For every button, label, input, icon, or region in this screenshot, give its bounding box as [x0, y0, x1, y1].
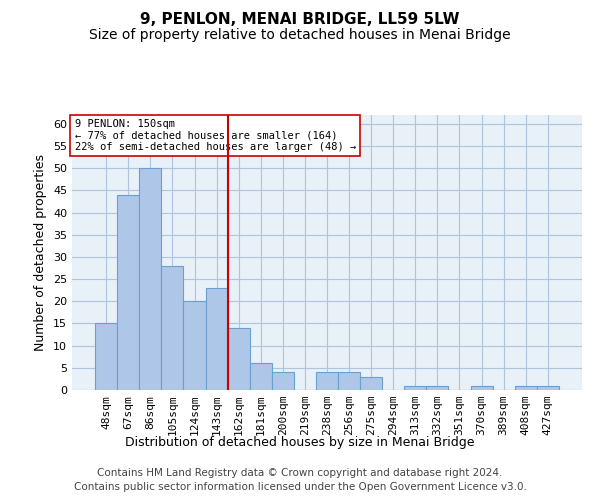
Bar — [184, 302, 206, 390]
Text: Distribution of detached houses by size in Menai Bridge: Distribution of detached houses by size … — [125, 436, 475, 449]
Bar — [139, 168, 161, 390]
Text: 9, PENLON, MENAI BRIDGE, LL59 5LW: 9, PENLON, MENAI BRIDGE, LL59 5LW — [140, 12, 460, 28]
Bar — [161, 266, 184, 390]
Bar — [470, 386, 493, 390]
Bar — [360, 376, 382, 390]
Bar — [206, 288, 227, 390]
Bar — [515, 386, 537, 390]
Bar — [250, 364, 272, 390]
Bar — [316, 372, 338, 390]
Text: Size of property relative to detached houses in Menai Bridge: Size of property relative to detached ho… — [89, 28, 511, 42]
Text: 9 PENLON: 150sqm
← 77% of detached houses are smaller (164)
22% of semi-detached: 9 PENLON: 150sqm ← 77% of detached house… — [74, 119, 356, 152]
Bar — [117, 195, 139, 390]
Bar — [338, 372, 360, 390]
Bar — [537, 386, 559, 390]
Bar — [95, 324, 117, 390]
Text: Contains public sector information licensed under the Open Government Licence v3: Contains public sector information licen… — [74, 482, 526, 492]
Bar — [227, 328, 250, 390]
Bar — [272, 372, 294, 390]
Text: Contains HM Land Registry data © Crown copyright and database right 2024.: Contains HM Land Registry data © Crown c… — [97, 468, 503, 477]
Y-axis label: Number of detached properties: Number of detached properties — [34, 154, 47, 351]
Bar — [404, 386, 427, 390]
Bar — [427, 386, 448, 390]
